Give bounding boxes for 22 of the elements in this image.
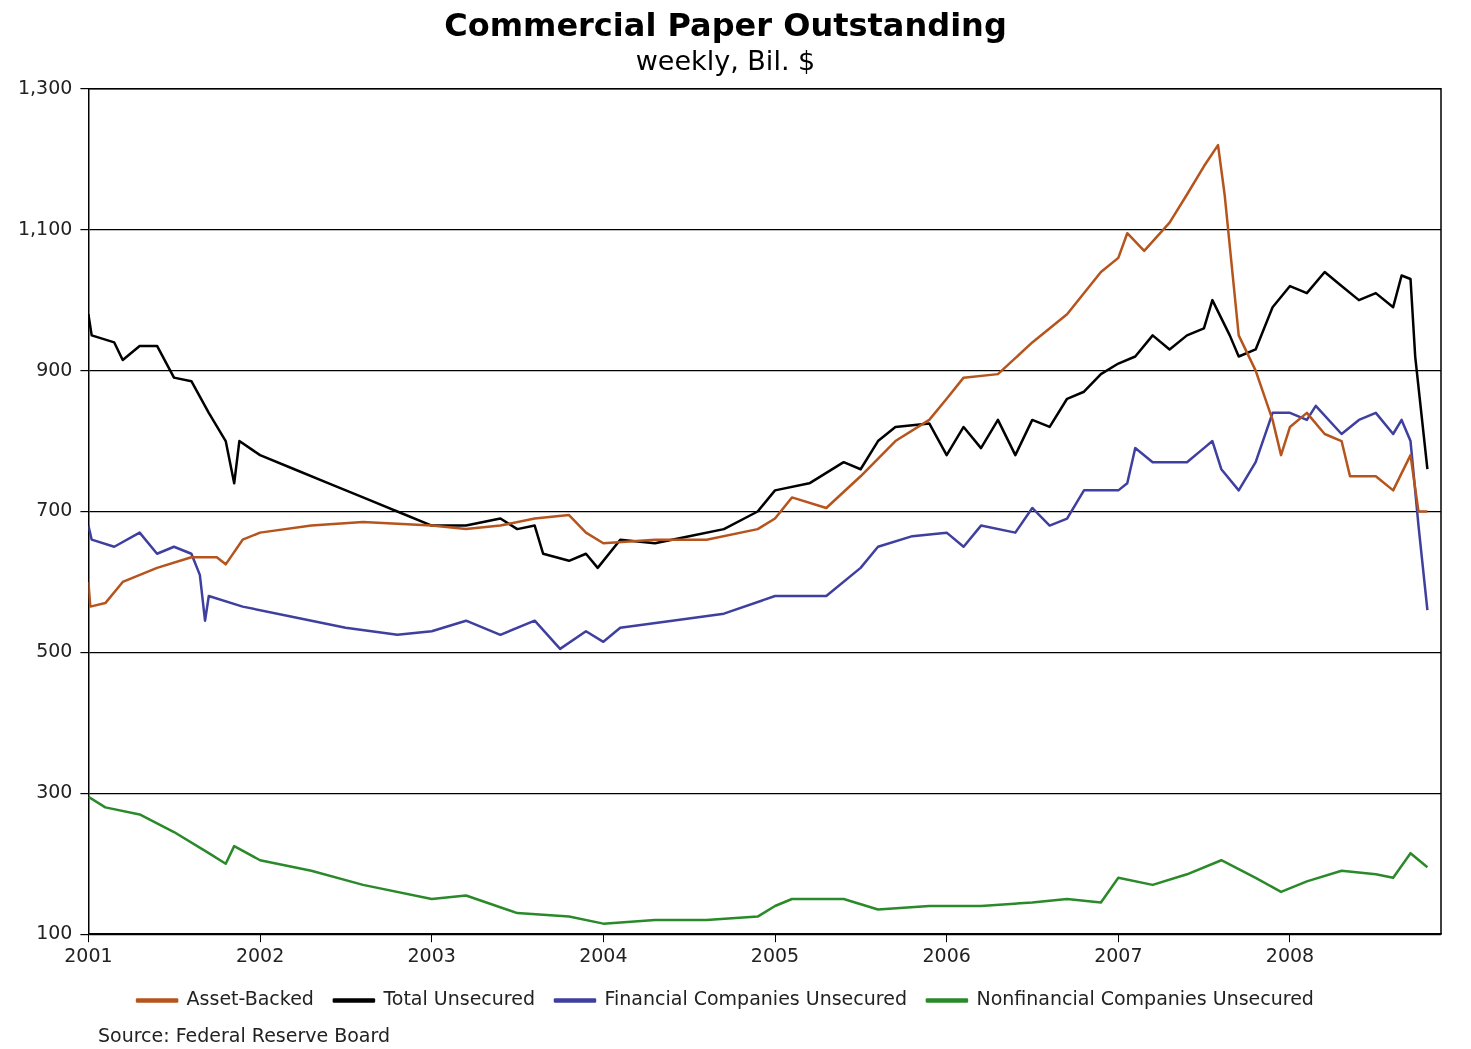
y-tick-label: 1,100 — [17, 216, 73, 239]
x-tick-label: 2002 — [235, 943, 285, 966]
legend-label: Asset-Backed — [186, 987, 314, 1010]
x-tick-label: 2006 — [922, 943, 971, 966]
y-tick-label: 500 — [36, 639, 73, 662]
legend-label: Financial Companies Unsecured — [604, 987, 907, 1010]
legend-label: Total Unsecured — [382, 987, 535, 1010]
y-tick-label: 100 — [36, 921, 73, 944]
x-tick-label: 2008 — [1265, 943, 1315, 966]
legend-label: Nonfinancial Companies Unsecured — [976, 987, 1314, 1010]
x-tick-label: 2004 — [579, 943, 628, 966]
y-tick-label: 900 — [36, 357, 73, 380]
chart-title: Commercial Paper Outstanding — [444, 5, 1007, 44]
y-tick-label: 700 — [36, 498, 73, 521]
y-tick-label: 300 — [36, 780, 73, 803]
y-tick-label: 1,300 — [17, 75, 73, 98]
chart-subtitle: weekly, Bil. $ — [635, 44, 816, 76]
x-tick-label: 2003 — [407, 943, 456, 966]
x-tick-label: 2005 — [750, 943, 800, 966]
source-note: Source: Federal Reserve Board — [98, 1024, 391, 1046]
x-tick-label: 2007 — [1094, 943, 1143, 966]
x-tick-label: 2001 — [64, 943, 113, 966]
